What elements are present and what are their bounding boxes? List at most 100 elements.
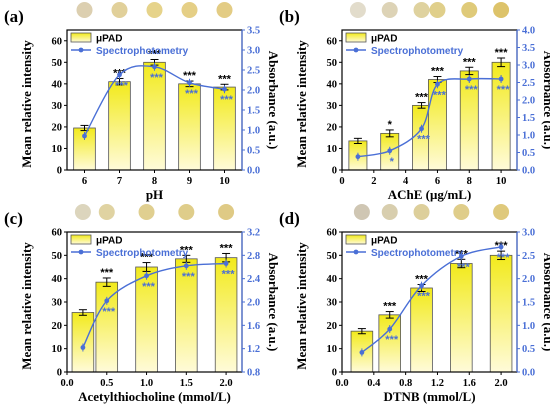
line-significance: *** bbox=[497, 84, 511, 96]
line-significance: *** bbox=[182, 271, 196, 283]
color-swatch bbox=[111, 2, 128, 18]
x-tick-label: 1.0 bbox=[140, 378, 153, 389]
color-swatch bbox=[353, 204, 370, 220]
x-tick-label: 1.6 bbox=[463, 378, 476, 389]
y2-tick-label: 1.5 bbox=[522, 298, 535, 309]
y2-tick-label: 2.0 bbox=[247, 86, 260, 97]
spectro-point bbox=[355, 154, 361, 160]
y-tick-label: 50 bbox=[52, 251, 63, 262]
y2-tick-label: 0.5 bbox=[522, 344, 535, 355]
line-significance: *** bbox=[433, 89, 447, 101]
y2-tick-label: 1.6 bbox=[247, 321, 260, 332]
x-axis-label: DTNB (mmol/L) bbox=[383, 389, 475, 404]
color-swatch bbox=[178, 204, 195, 220]
y2-tick-label: 2.4 bbox=[247, 274, 261, 285]
x-tick-label: 9 bbox=[187, 176, 192, 187]
bar-significance: *** bbox=[100, 267, 114, 279]
y2-tick-label: 3.5 bbox=[522, 43, 535, 54]
x-tick-label: 1.5 bbox=[180, 378, 193, 389]
chart-panel: *** *** *** *** *** *** *** *** 0 10 20 30 40 50 60 0.8… bbox=[4, 204, 281, 404]
spectro-point bbox=[387, 148, 393, 154]
bar-significance: *** bbox=[220, 242, 234, 254]
y2-tick-label: 2.5 bbox=[247, 66, 260, 77]
y2-tick-label: 2.0 bbox=[522, 274, 535, 285]
color-swatch bbox=[413, 204, 430, 220]
bar-significance: *** bbox=[148, 49, 162, 61]
x-tick-label: 6 bbox=[435, 176, 440, 187]
chart-panel: ************************01020304050600.0… bbox=[4, 2, 281, 202]
y-tick-label: 0 bbox=[57, 166, 62, 177]
legend-bar-swatch bbox=[345, 234, 367, 245]
x-tick-label: 10 bbox=[496, 176, 507, 187]
y-tick-label: 20 bbox=[327, 321, 338, 332]
y-tick-label: 40 bbox=[52, 274, 63, 285]
line-significance: *** bbox=[185, 88, 199, 100]
y-tick-label: 60 bbox=[52, 228, 63, 239]
y2-axis-label: Absorbance (a.u.) bbox=[541, 51, 550, 150]
chart-panel: ******************** *** ***01020304050600… bbox=[279, 2, 550, 202]
legend-label: Spectrophotometry bbox=[371, 248, 464, 259]
y2-tick-label: 2.5 bbox=[522, 251, 535, 262]
y-tick-label: 60 bbox=[327, 36, 338, 47]
y-tick-label: 40 bbox=[327, 274, 338, 285]
line-significance: *** bbox=[115, 80, 129, 92]
color-swatch bbox=[381, 204, 398, 220]
y-tick-label: 10 bbox=[327, 344, 338, 355]
color-swatch bbox=[218, 204, 235, 220]
y2-tick-label: 2.0 bbox=[247, 298, 260, 309]
y-tick-label: 30 bbox=[327, 298, 338, 309]
x-tick-label: 0.4 bbox=[367, 378, 381, 389]
x-tick-label: 2.0 bbox=[495, 378, 508, 389]
line-significance: *** bbox=[102, 306, 116, 318]
x-tick-label: 0 bbox=[339, 176, 344, 187]
legend-label: μPAD bbox=[96, 34, 123, 45]
y2-tick-label: 1.0 bbox=[522, 321, 535, 332]
spectro-point bbox=[466, 76, 472, 82]
y2-tick-label: 3.2 bbox=[247, 228, 260, 239]
y-tick-label: 50 bbox=[327, 251, 338, 262]
y2-tick-label: 1.2 bbox=[247, 344, 260, 355]
spectro-point bbox=[359, 350, 365, 355]
line-significance: *** bbox=[150, 72, 164, 84]
y-tick-label: 40 bbox=[52, 79, 63, 90]
color-swatch bbox=[74, 204, 91, 220]
spectro-point bbox=[187, 80, 192, 86]
x-tick-label: 8 bbox=[152, 176, 157, 187]
y-tick-label: 50 bbox=[327, 58, 338, 69]
legend-label: μPAD bbox=[371, 236, 398, 247]
line-significance: *** bbox=[222, 269, 236, 281]
y-tick-label: 0 bbox=[332, 166, 337, 177]
y-tick-label: 50 bbox=[52, 58, 63, 69]
bar-significance: *** bbox=[180, 244, 194, 256]
legend-label: μPAD bbox=[96, 236, 123, 247]
bar-significance: *** bbox=[218, 73, 232, 85]
x-tick-label: 0.8 bbox=[399, 378, 412, 389]
line-significance: *** bbox=[417, 291, 431, 303]
x-tick-label: 0.0 bbox=[60, 378, 73, 389]
y2-tick-label: 1.0 bbox=[522, 131, 535, 142]
y2-axis-label: Absorbance (a.u.) bbox=[266, 253, 281, 352]
y-tick-label: 20 bbox=[52, 321, 63, 332]
legend-label: μPAD bbox=[371, 34, 398, 45]
y2-tick-label: 3.0 bbox=[247, 46, 260, 57]
line-significance: *** bbox=[385, 334, 399, 346]
x-tick-label: 2.0 bbox=[220, 378, 233, 389]
spectro-point bbox=[117, 72, 122, 78]
y2-tick-label: 2.0 bbox=[522, 96, 535, 107]
panel-label: (a) bbox=[4, 7, 24, 26]
y-tick-label: 0 bbox=[332, 368, 337, 379]
color-swatch bbox=[461, 2, 478, 18]
line-significance: *** bbox=[497, 252, 511, 264]
y2-axis-label: Absorbance (a.u.) bbox=[266, 51, 281, 150]
spectro-point bbox=[419, 126, 424, 132]
bar-significance: *** bbox=[463, 56, 477, 68]
color-swatch bbox=[429, 2, 446, 18]
spectro-point bbox=[223, 261, 229, 266]
color-swatch bbox=[453, 204, 470, 220]
y2-axis-label: Absorbance (a.u.) bbox=[541, 253, 550, 352]
legend-bar-swatch bbox=[345, 32, 367, 43]
legend-line-marker bbox=[78, 249, 84, 255]
y2-tick-label: 0.0 bbox=[522, 368, 535, 379]
y2-tick-label: 3.0 bbox=[522, 228, 535, 239]
spectro-point bbox=[458, 253, 464, 259]
